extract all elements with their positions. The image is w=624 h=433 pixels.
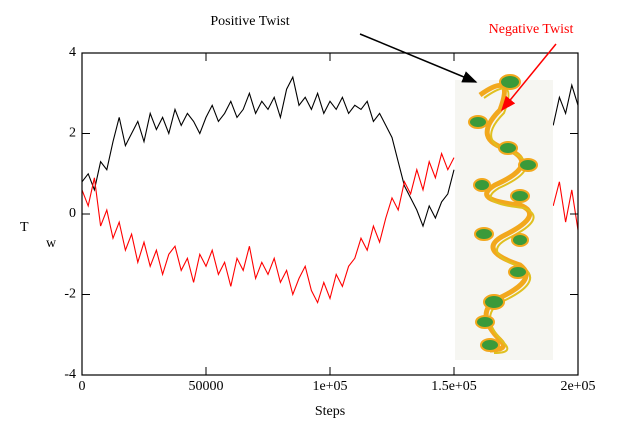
annotation: Positive Twist	[210, 14, 289, 29]
series-line	[81, 75, 579, 228]
y-tick-label: 0	[69, 206, 76, 221]
x-tick-label: 50000	[189, 379, 224, 394]
series-line	[81, 151, 579, 305]
annotation: Negative Twist	[489, 22, 574, 37]
x-tick-label: 0	[79, 379, 86, 394]
y-tick-label: 4	[69, 45, 76, 60]
inset-image	[455, 74, 553, 360]
y-tick-label: -2	[64, 287, 76, 302]
y-tick-label: -4	[64, 367, 76, 382]
y-tick-label: 2	[69, 126, 76, 141]
annotation-arrow	[501, 43, 557, 112]
x-tick-label: 1e+05	[312, 379, 347, 394]
x-tick-label: 2e+05	[560, 379, 595, 394]
y-axis-label-subscript: w	[46, 236, 57, 251]
plot-area	[81, 75, 579, 305]
annotation-arrow	[359, 33, 478, 83]
x-axis-label: Steps	[315, 404, 345, 419]
y-axis-label: T	[20, 220, 29, 235]
x-tick-label: 1.5e+05	[431, 379, 477, 394]
